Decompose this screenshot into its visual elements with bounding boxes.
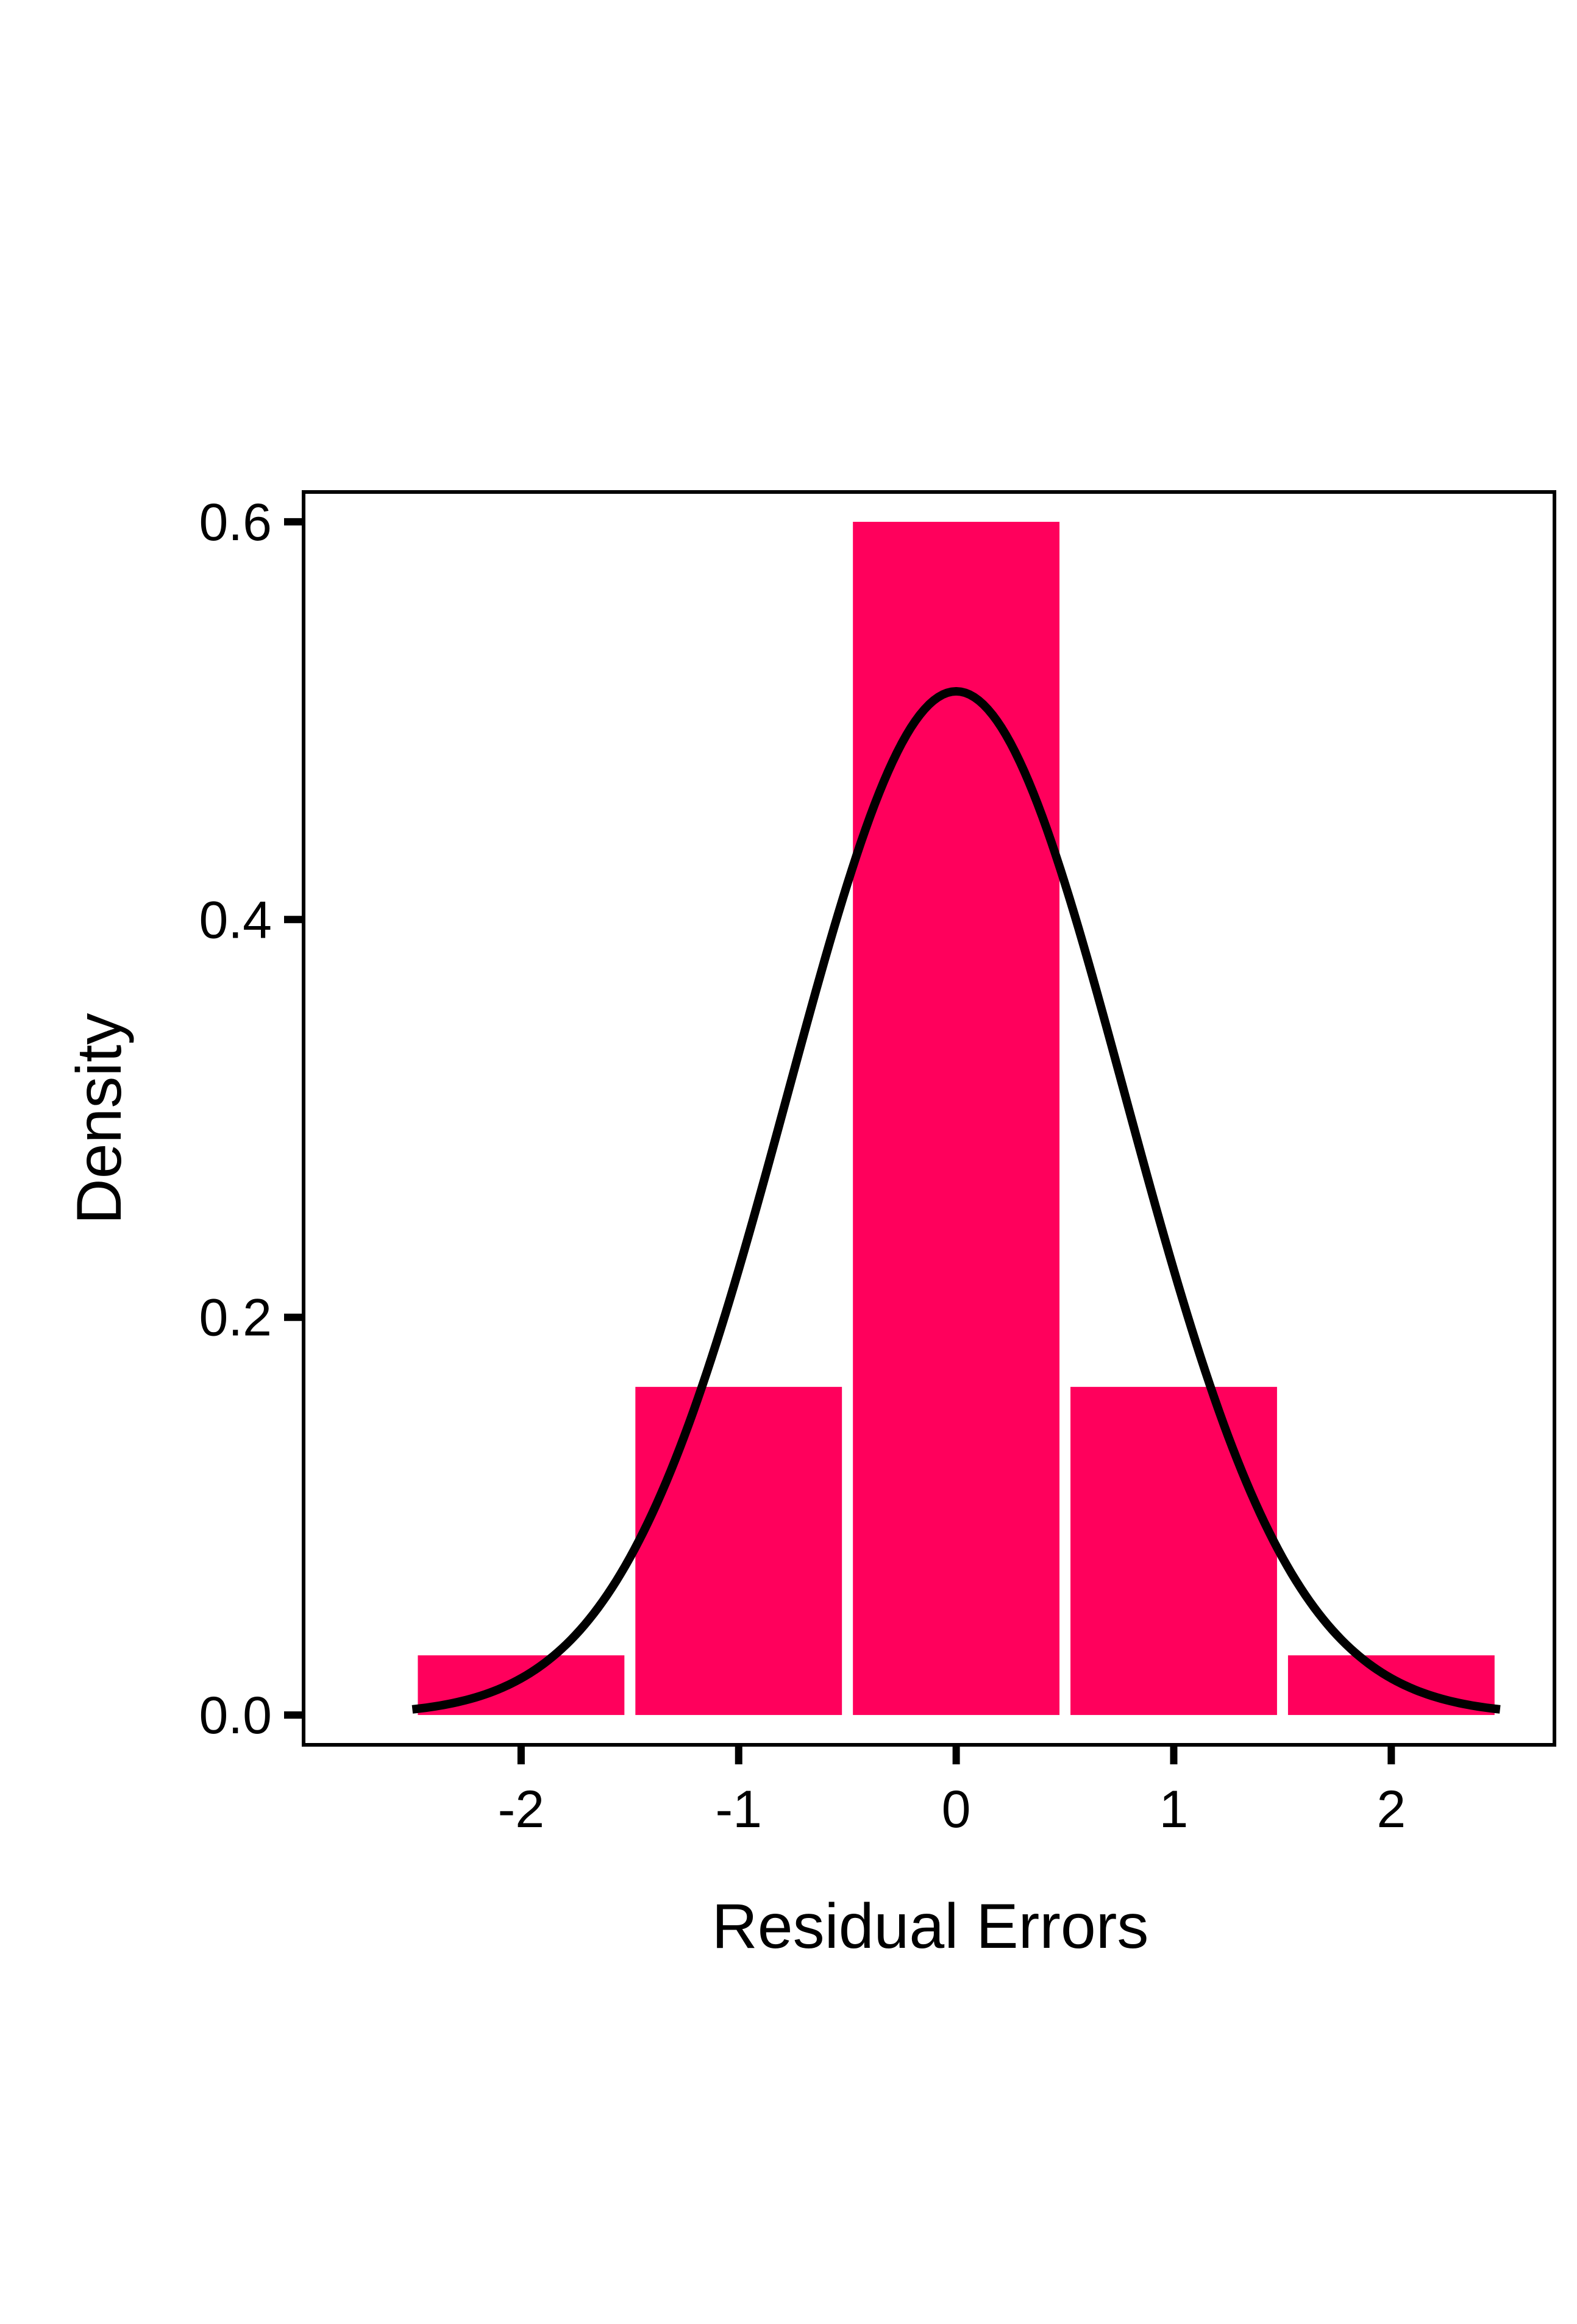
x-tick-label: 1 (1159, 1780, 1189, 1839)
density-curve (411, 686, 1501, 1714)
y-axis-title: Density (64, 1013, 135, 1225)
y-tick-label: 0.0 (199, 1686, 272, 1745)
x-tick-label: -2 (498, 1780, 544, 1839)
histogram-bar-4 (1070, 1386, 1277, 1716)
y-tick-label: 0.4 (199, 891, 272, 949)
y-axis-ticks: 0.0 0.2 0.4 0.6 (199, 493, 304, 1745)
y-tick-label: 0.6 (199, 493, 272, 552)
x-axis-ticks: -2 -1 0 1 2 (498, 1745, 1406, 1839)
x-tick-label: -1 (716, 1780, 762, 1839)
histogram-bar-3 (853, 521, 1060, 1716)
histogram-bars (418, 521, 1495, 1716)
x-axis-title: Residual Errors (712, 1891, 1149, 1962)
y-tick-label: 0.2 (199, 1289, 272, 1347)
plot-frame (302, 490, 1556, 1747)
density-curve-layer (411, 686, 1501, 1714)
histogram-bar-2 (635, 1386, 842, 1716)
x-tick-label: 0 (942, 1780, 971, 1839)
x-tick-label: 2 (1376, 1780, 1406, 1839)
